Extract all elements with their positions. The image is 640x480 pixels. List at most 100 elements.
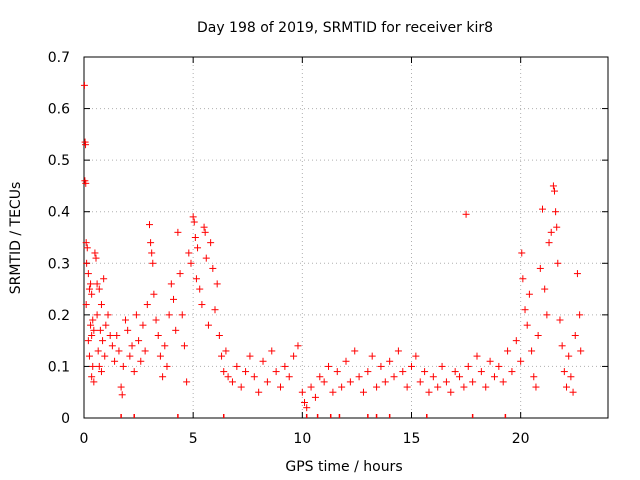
data-point: [93, 311, 101, 319]
data-point: [200, 223, 208, 231]
data-point: [504, 347, 512, 355]
data-point: [84, 270, 92, 278]
data-point: [159, 373, 167, 381]
data-point: [438, 362, 446, 370]
data-point: [187, 259, 195, 267]
data-point: [534, 331, 542, 339]
data-point: [447, 388, 455, 396]
data-point: [539, 205, 546, 213]
data-point: [456, 373, 464, 381]
x-tick-label: 0: [80, 431, 89, 447]
data-point: [204, 321, 212, 329]
data-point: [577, 347, 585, 355]
data-point: [190, 218, 198, 226]
data-point: [111, 357, 119, 365]
data-point: [403, 383, 411, 391]
data-point: [571, 331, 579, 339]
data-point: [89, 316, 97, 324]
data-point: [80, 81, 88, 89]
data-point: [218, 352, 226, 360]
data-point: [100, 275, 108, 283]
data-point: [547, 228, 555, 236]
data-point: [320, 378, 328, 386]
y-tick-label: 0.4: [48, 205, 70, 221]
data-point: [412, 352, 420, 360]
data-point: [135, 337, 143, 345]
data-point: [351, 347, 359, 355]
data-point: [528, 347, 536, 355]
x-tick-label: 15: [403, 431, 421, 447]
data-point: [147, 239, 155, 247]
data-point: [132, 311, 140, 319]
data-point: [154, 331, 162, 339]
data-point: [88, 290, 96, 298]
data-point: [113, 331, 121, 339]
y-tick-label: 0.5: [48, 153, 70, 169]
data-point: [573, 270, 581, 278]
data-point: [121, 316, 129, 324]
data-point: [277, 383, 284, 391]
data-point: [202, 254, 210, 262]
data-point: [189, 213, 197, 221]
data-point: [88, 373, 96, 381]
data-point: [128, 342, 136, 350]
data-point: [325, 362, 333, 370]
data-point: [469, 378, 477, 386]
marks-layer: [80, 81, 585, 418]
data-point: [161, 342, 169, 350]
data-point: [222, 347, 230, 355]
data-point: [141, 347, 149, 355]
data-point: [172, 326, 180, 334]
data-point: [163, 362, 171, 370]
data-point: [95, 285, 103, 293]
data-point: [521, 306, 529, 314]
data-point: [94, 347, 102, 355]
y-tick-label: 0.1: [48, 359, 70, 375]
data-point: [82, 179, 90, 187]
data-point: [460, 383, 468, 391]
data-point: [368, 352, 376, 360]
plot-frame: [83, 56, 609, 419]
data-point: [255, 388, 263, 396]
chart-title: Day 198 of 2019, SRMTID for receiver kir…: [197, 20, 493, 36]
data-point: [83, 259, 91, 267]
data-point: [394, 347, 402, 355]
data-point: [549, 182, 557, 190]
y-tick-label: 0: [61, 411, 70, 427]
data-point: [207, 239, 215, 247]
data-point: [303, 404, 311, 412]
data-point: [477, 368, 485, 376]
data-point: [146, 221, 153, 229]
data-point: [174, 228, 182, 236]
y-tick-label: 0.2: [48, 308, 70, 324]
data-point: [316, 373, 324, 381]
data-point: [301, 399, 309, 407]
data-point: [377, 362, 385, 370]
data-point: [108, 342, 116, 350]
data-point: [242, 368, 250, 376]
data-point: [565, 352, 573, 360]
data-point: [198, 301, 206, 309]
data-point: [95, 362, 103, 370]
data-point: [213, 280, 221, 288]
data-point: [139, 321, 147, 329]
data-point: [294, 342, 302, 350]
data-point: [408, 362, 415, 370]
x-tick-labels: 0 5 10 15 20: [80, 431, 530, 447]
data-point: [464, 362, 472, 370]
data-point: [508, 368, 516, 376]
data-point: [364, 368, 372, 376]
data-point: [237, 383, 245, 391]
data-point: [152, 316, 160, 324]
data-point: [180, 342, 188, 350]
data-point: [519, 275, 527, 283]
data-point: [96, 326, 104, 334]
data-point: [359, 388, 367, 396]
data-point: [150, 290, 158, 298]
data-point: [307, 383, 315, 391]
data-point: [499, 378, 507, 386]
data-point: [569, 388, 577, 396]
data-point: [434, 383, 442, 391]
data-point: [290, 352, 298, 360]
